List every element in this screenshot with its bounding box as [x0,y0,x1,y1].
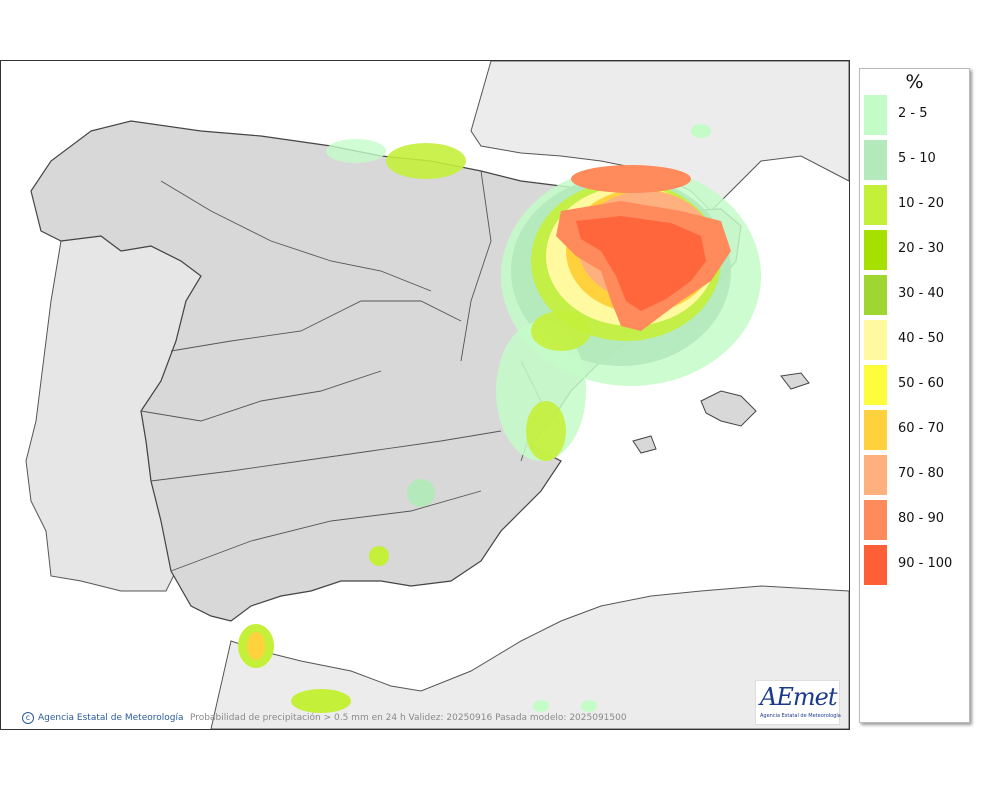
legend-swatch [864,410,887,450]
legend-label: 10 - 20 [898,196,945,211]
legend-item: 70 - 80 [864,455,964,495]
legend-item: 50 - 60 [864,365,964,405]
regional-borders [140,170,602,572]
legend-swatch [864,140,887,180]
precipitation-probability-map [1,61,849,729]
legend-label: 50 - 60 [898,376,945,391]
legend-item: 5 - 10 [864,140,964,180]
legend-label: 30 - 40 [898,286,945,301]
mallorca-island [700,390,757,427]
precipitation-fields [238,124,761,713]
agency-credit-text: Agencia Estatal de Meteorología [38,713,184,723]
legend-item: 10 - 20 [864,185,964,225]
legend-swatch [864,95,887,135]
ibiza-island [632,435,657,454]
aemet-logo: AEmet Agencia Estatal de Meteorología [755,680,841,725]
north-africa-landmass [210,585,849,729]
copyright-icon: c [22,712,34,724]
legend-panel: % 2 - 5 5 - 10 10 - 20 20 - 30 30 - 40 40 - 5… [859,68,970,723]
map-frame [0,60,850,730]
legend-swatch [864,545,887,585]
menorca-island [780,372,810,390]
legend-swatch [864,455,887,495]
aemet-logo-wordmark: AEmet [760,683,837,711]
legend-label: 80 - 90 [898,511,945,526]
legend-label: 70 - 80 [898,466,945,481]
legend-item: 2 - 5 [864,95,964,135]
legend-label: 2 - 5 [898,106,928,121]
legend-unit-label: % [905,71,924,93]
legend-label: 5 - 10 [898,151,936,166]
legend-item: 40 - 50 [864,320,964,360]
legend-swatch [864,500,887,540]
legend-label: 90 - 100 [898,556,953,571]
legend-swatch [864,320,887,360]
legend-swatch [864,275,887,315]
legend-label: 20 - 30 [898,241,945,256]
aemet-logo-subtitle: Agencia Estatal de Meteorología [760,713,841,719]
legend-item: 60 - 70 [864,410,964,450]
legend-swatch [864,365,887,405]
legend-label: 60 - 70 [898,421,945,436]
legend-item: 90 - 100 [864,545,964,585]
map-caption: Probabilidad de precipitación > 0.5 mm e… [190,713,627,723]
legend-swatch [864,185,887,225]
legend-swatch [864,230,887,270]
legend-label: 40 - 50 [898,331,945,346]
agency-credit: c Agencia Estatal de Meteorología [22,712,184,724]
legend-item: 80 - 90 [864,500,964,540]
legend-item: 30 - 40 [864,275,964,315]
legend-item: 20 - 30 [864,230,964,270]
